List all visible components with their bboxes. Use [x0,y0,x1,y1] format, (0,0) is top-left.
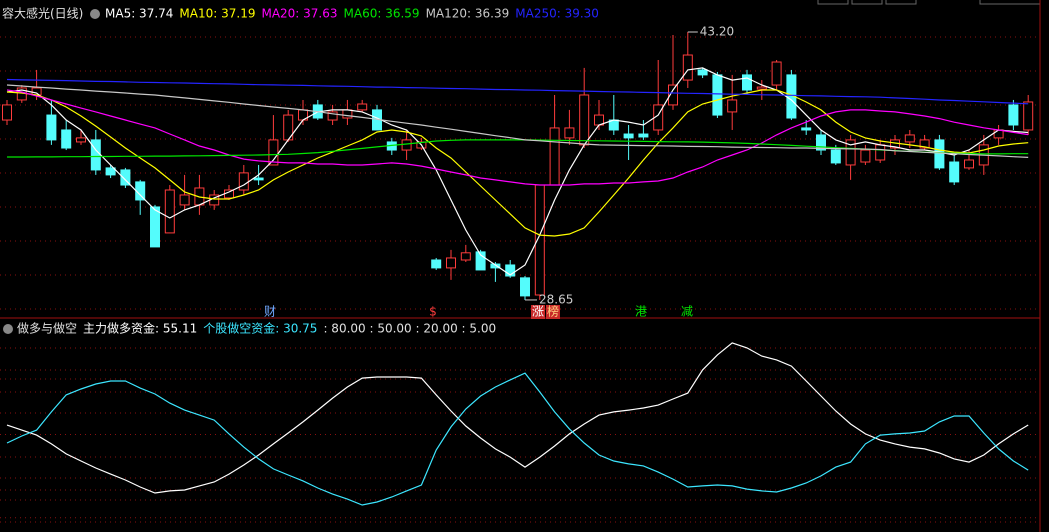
legend-text: MA20: 37.63 [261,7,337,21]
legend-text: : 80.00 : 50.00 : 20.00 : 5.00 [323,322,496,336]
candle-body [150,206,160,248]
candle-body [742,74,752,91]
candle-body [431,259,442,269]
candle-body [179,194,190,206]
candle-body [860,149,871,163]
tab[interactable] [851,0,883,5]
candle-body [120,169,131,186]
candle-body [401,139,412,151]
indicator-line [6,372,1029,506]
candle-body [46,114,57,141]
candle-body [801,127,812,131]
candle-body [268,139,279,166]
ma-line [6,89,1029,186]
marker-bg [546,305,560,319]
marker-bg [531,305,545,319]
menu-icon[interactable] [3,324,13,334]
candle-body [164,189,175,234]
legend-text: 做多与做空 [17,321,77,336]
candle-body [135,181,146,201]
tab[interactable] [885,0,917,5]
candle-body [771,61,782,86]
ma-line [6,84,1029,158]
candle-body [904,134,915,143]
event-marker: 港 [635,305,647,319]
candle-body [475,251,486,271]
legend-text: 个股做空资金: 30.75 [203,321,317,336]
event-marker: 财 [264,305,276,319]
candle-body [76,137,86,143]
legend-text: MA120: 36.39 [426,7,510,21]
candle-body [460,252,471,261]
candle-body [1008,104,1019,126]
candle-body [31,87,42,96]
candle-body [668,84,678,106]
candle-body [949,161,960,183]
candle-body [342,109,353,119]
candle-body [756,86,767,90]
legend-text: 容大感光(日线) [2,6,83,21]
legend-text: MA60: 36.59 [344,7,420,21]
event-marker: 涨 [532,304,544,319]
candle-body [105,167,116,176]
low-label: 28.65 [539,292,573,306]
event-marker: 减 [681,305,693,319]
legend-text: 主力做多资金: 55.11 [83,321,197,336]
candle-body [682,54,693,81]
candle-body [490,263,501,269]
ma-line [6,89,1029,237]
candle-body [816,134,826,151]
candle-body [2,104,12,121]
candle-body [446,257,456,269]
candle-body [623,133,634,139]
indicator-line [6,342,1029,494]
event-marker: $ [429,305,437,319]
legend-text: MA250: 39.30 [515,7,599,21]
candle-body [238,172,249,191]
candle-body [224,189,234,199]
candle-body [579,94,590,146]
ma-line [6,67,1029,276]
candle-body [549,127,560,186]
event-marker: 榜 [547,304,559,319]
candle-body [1023,101,1034,131]
legend-text: MA5: 37.74 [105,7,173,21]
candle-body [875,144,886,161]
candle-body [357,103,368,111]
candle-body [90,139,101,171]
candle-body [61,129,72,149]
candle-body [964,159,974,169]
candle-body [830,149,841,164]
candle-body [520,277,530,297]
candle-body [919,139,930,149]
ma-line [6,78,1029,105]
candle-body [697,69,708,76]
candle-body [727,99,738,113]
candle-body [993,129,1004,139]
legend-text: MA10: 37.19 [179,7,255,21]
candle-body [564,127,575,139]
candle-body [638,133,649,138]
candle-body [327,111,338,121]
candle-body [845,139,856,166]
high-label: 43.20 [700,24,734,38]
candle-body [253,177,264,181]
candle-body [934,139,945,169]
tab[interactable] [817,0,849,5]
menu-icon[interactable] [90,9,100,19]
candle-body [712,74,723,116]
candle-body [505,264,516,277]
